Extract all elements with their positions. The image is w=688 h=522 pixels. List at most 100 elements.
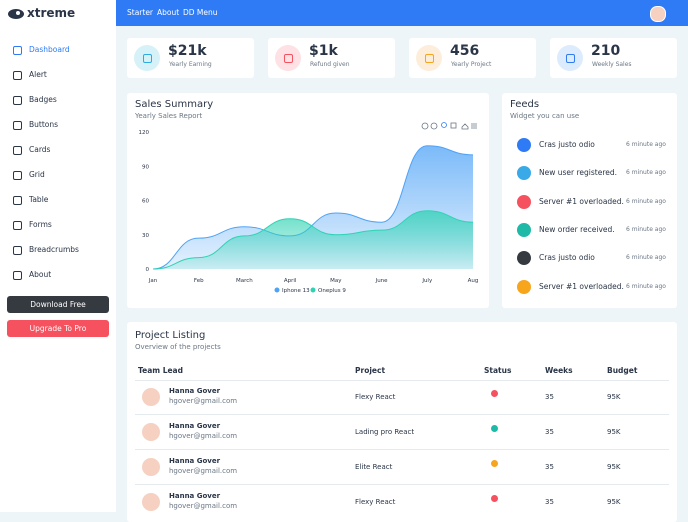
card-subtitle: Overview of the projects — [135, 343, 221, 351]
lead-name: Hanna Gover — [169, 422, 221, 430]
stat-card: 456 Yearly Project — [409, 38, 536, 78]
nav-item[interactable]: About — [29, 270, 52, 279]
feed-icon — [517, 279, 531, 294]
stat-icon — [557, 45, 583, 71]
feed-icon — [517, 194, 531, 209]
nav-icon[interactable] — [13, 71, 22, 80]
x-tick-label: Aug — [468, 278, 479, 284]
sales-card: Sales Summary Yearly Sales Report 0 30 60 9… — [127, 93, 489, 308]
nav-icon[interactable] — [13, 146, 22, 155]
nav-item[interactable]: Cards — [29, 145, 51, 154]
feed-icon — [517, 138, 531, 152]
budget: 95K — [607, 498, 621, 506]
stat-value: $21k — [168, 43, 207, 59]
nav-item[interactable]: Grid — [29, 170, 45, 179]
x-tick-label: May — [330, 278, 342, 284]
x-tick-label: Jan — [148, 278, 158, 284]
chart-toolbar[interactable] — [421, 122, 477, 130]
card-title: Feeds — [510, 99, 540, 110]
top-link[interactable]: DD Menu — [183, 8, 218, 17]
nav-item[interactable]: Alert — [29, 70, 47, 79]
stat-glyph — [566, 54, 575, 63]
top-link[interactable]: About — [157, 8, 180, 17]
legend-marker — [274, 287, 280, 293]
nav-item[interactable]: Table — [29, 195, 49, 204]
chart: 0 30 60 90 120 Jan Feb March April May June July Aug… — [139, 122, 479, 294]
column-header: Project — [355, 366, 386, 375]
line — [152, 210, 474, 270]
feed-text: Server #1 overloaded. — [539, 196, 624, 206]
stat-icon — [416, 45, 442, 71]
column-header: Team Lead — [138, 366, 183, 375]
top-link[interactable]: Starter — [127, 8, 154, 17]
status-dot — [491, 495, 498, 502]
nav-icon[interactable] — [13, 121, 22, 130]
nav-item[interactable]: Badges — [29, 95, 57, 104]
column-header: Weeks — [545, 366, 573, 375]
stat-label: Refund given — [310, 61, 350, 68]
nav-item[interactable]: Buttons — [29, 120, 59, 129]
status-dot — [491, 425, 498, 432]
y-tick-label: 30 — [142, 233, 149, 239]
stat-label: Yearly Earning — [169, 61, 212, 68]
avatar — [142, 388, 160, 406]
nav-icon[interactable] — [13, 246, 22, 255]
y-tick-label: 120 — [139, 130, 150, 136]
row-rule — [135, 484, 669, 485]
weeks: 35 — [545, 498, 554, 506]
weeks: 35 — [545, 393, 554, 401]
y-tick-label: 90 — [142, 164, 149, 170]
column-header: Budget — [607, 366, 638, 375]
lead-name: Hanna Gover — [169, 457, 221, 465]
stat-label: Weekly Sales — [592, 61, 632, 68]
feed-text: Server #1 overloaded. — [539, 281, 624, 291]
legend-label: Oneplus 9 — [318, 288, 346, 294]
project-name: Lading pro React — [355, 428, 415, 436]
sidebar-button[interactable]: Download Free — [7, 296, 109, 313]
x-tick-label: July — [421, 278, 433, 284]
nav-item[interactable]: Forms — [29, 220, 52, 229]
card-subtitle: Yearly Sales Report — [135, 112, 203, 120]
project-name: Flexy React — [355, 393, 396, 401]
feed-text: Cras justo odio — [539, 140, 595, 149]
stat-value: 456 — [450, 43, 480, 59]
weeks: 35 — [545, 428, 554, 436]
stat-glyph — [425, 54, 434, 63]
header-rule — [135, 380, 669, 381]
x-tick-label: March — [236, 278, 253, 284]
feed-time: 6 minute ago — [626, 282, 666, 290]
sidebar: xtreme Dashboard Alert Badges Buttons Cards G… — [0, 0, 116, 512]
stat-card: $1k Refund given — [268, 38, 395, 78]
nav-item[interactable]: Breadcrumbs — [29, 245, 79, 254]
stat-icon — [275, 45, 301, 71]
feed-icon — [517, 222, 531, 237]
nav-icon[interactable] — [13, 221, 22, 230]
lead-name: Hanna Gover — [169, 492, 221, 500]
feed-time: 6 minute ago — [626, 197, 666, 205]
feed-icon — [517, 166, 531, 181]
brand: xtreme — [27, 6, 76, 20]
budget: 95K — [607, 393, 621, 401]
legend-marker — [310, 287, 316, 293]
card-subtitle: Widget you can use — [510, 112, 580, 120]
avatar — [142, 493, 160, 511]
status-dot — [491, 390, 498, 397]
budget: 95K — [607, 428, 621, 436]
nav-item[interactable]: Dashboard — [29, 45, 70, 54]
column-header: Status — [484, 366, 512, 375]
feed-time: 6 minute ago — [626, 169, 666, 177]
lead-email: hgover@gmail.com — [169, 397, 238, 405]
lead-name: Hanna Gover — [169, 387, 221, 395]
projects-card: Project Listing Overview of the projects… — [127, 322, 677, 522]
nav-icon[interactable] — [13, 196, 22, 205]
nav-icon[interactable] — [13, 96, 22, 105]
nav-icon[interactable] — [13, 271, 22, 280]
feed-time: 6 minute ago — [626, 141, 666, 148]
sidebar-button[interactable]: Upgrade To Pro — [7, 320, 109, 337]
nav-icon[interactable] — [13, 171, 22, 180]
card-title: Sales Summary — [135, 99, 214, 110]
stat-label: Yearly Project — [451, 61, 492, 68]
user-avatar[interactable] — [650, 6, 666, 22]
nav-icon[interactable] — [13, 46, 22, 55]
